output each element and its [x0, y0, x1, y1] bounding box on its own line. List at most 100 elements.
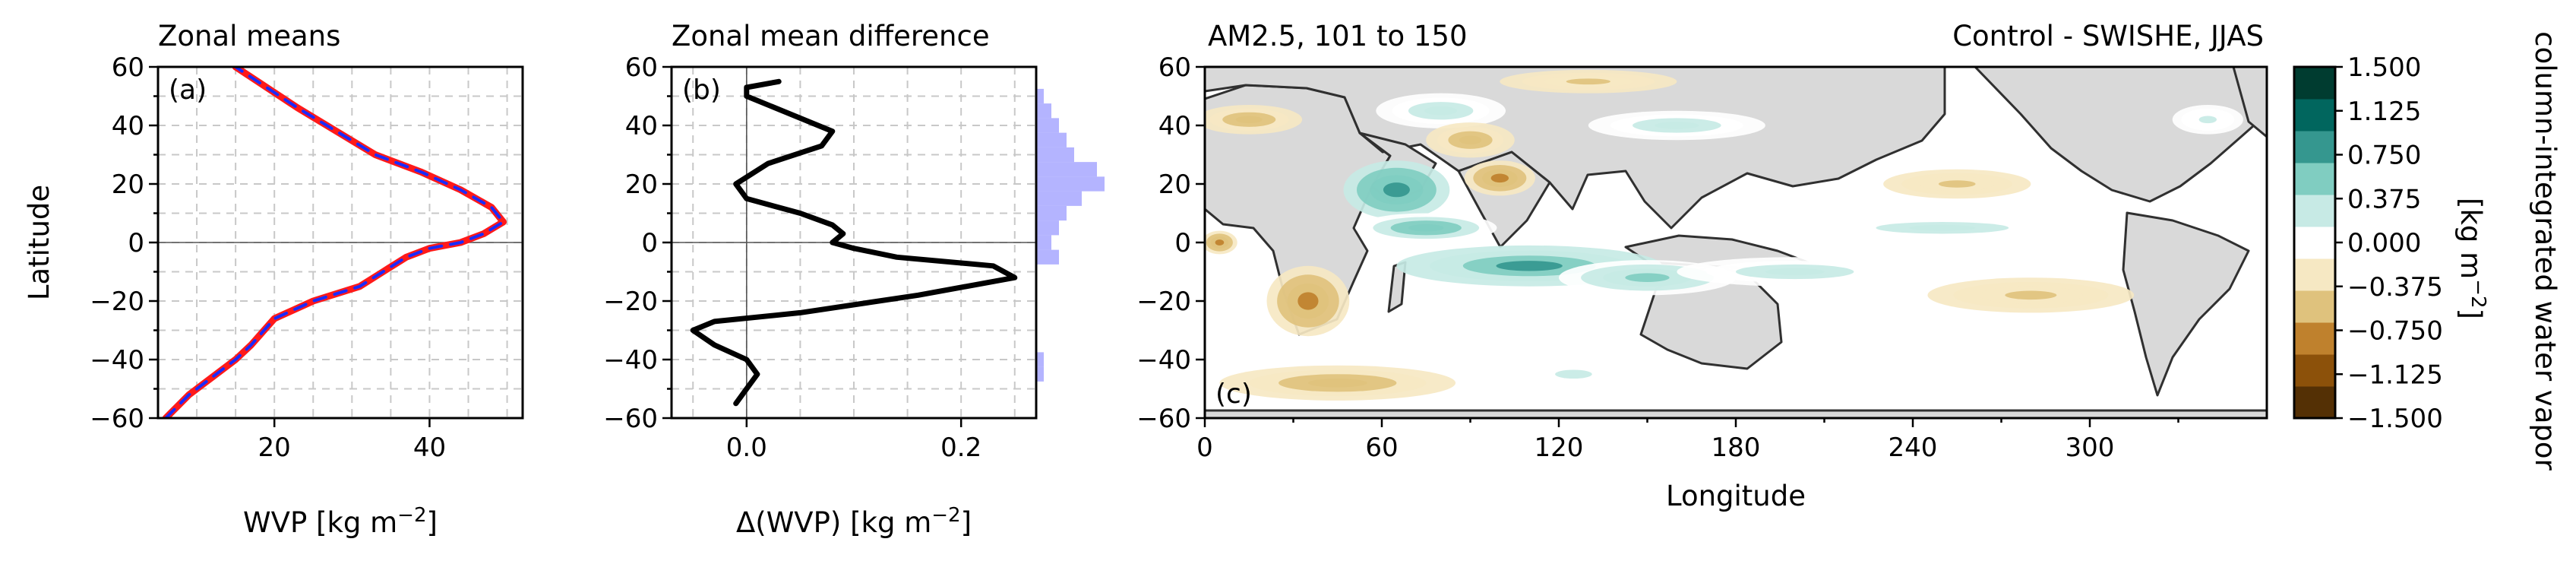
map-lon-tick-label: 60	[1365, 433, 1398, 463]
anomaly-contour	[1625, 273, 1670, 283]
colorbar-swatch	[2294, 354, 2335, 387]
series-line	[162, 67, 507, 418]
anomaly-contour	[2198, 116, 2217, 124]
histogram-bar	[1036, 220, 1059, 236]
y-tick-label: 60	[112, 52, 144, 83]
x-tick-label: 40	[413, 433, 446, 463]
panel-a-title: Zonal means	[158, 20, 340, 52]
anomaly-contour	[1909, 224, 1976, 231]
x-tick-label: 0.0	[726, 433, 767, 463]
histogram-bar	[1036, 235, 1051, 250]
x-tick-label: 0.2	[940, 433, 981, 463]
map-lat-tick-label: 20	[1158, 170, 1191, 200]
colorbar-tick-label: −1.125	[2347, 360, 2443, 390]
map-xlabel: Longitude	[1666, 480, 1806, 512]
map-lon-tick-label: 180	[1712, 433, 1761, 463]
anomaly-contour	[1408, 223, 1444, 232]
panel-c-ticks: −60 −40 −20 0 20 40 60 0 60 120 180 240 300	[1136, 52, 2179, 463]
histogram-bar	[1036, 352, 1044, 367]
colorbar-swatch	[2294, 99, 2335, 132]
panel-a-ticks: −60 −40 −20 0 20 40 60 20 40	[90, 52, 446, 463]
histogram-bar	[1036, 366, 1044, 382]
anomaly-contour	[1496, 261, 1563, 271]
y-tick-label: 0	[641, 228, 658, 258]
histogram-bar	[1036, 162, 1097, 177]
panel-b-histogram	[1036, 88, 1105, 382]
panel-c: −60 −40 −20 0 20 40 60 0 60 120 180 240 300 AM2.5, 1…	[1136, 20, 2268, 512]
map-lat-tick-label: 0	[1174, 228, 1191, 258]
map-lat-tick-label: 60	[1158, 52, 1191, 83]
colorbar-tick-label: −1.500	[2347, 404, 2443, 434]
map-lon-tick-label: 300	[2066, 433, 2115, 463]
anomaly-contour	[1938, 180, 1976, 188]
histogram-bar	[1036, 191, 1082, 206]
y-tick-label: −40	[90, 345, 144, 376]
map-lon-tick-label: 120	[1535, 433, 1584, 463]
panel-a-xlabel: WVP [kg m−2]	[243, 504, 438, 539]
panel-b-series	[690, 78, 1018, 407]
colorbar-label: column-integrated water vapor	[2529, 31, 2562, 471]
anomaly-contour	[1307, 379, 1367, 388]
landmass-antarctica	[1205, 409, 2267, 418]
y-tick-label: 0	[128, 228, 144, 258]
colorbar-swatch	[2294, 227, 2335, 259]
anomaly-contour	[1215, 239, 1225, 246]
histogram-bar	[1036, 132, 1067, 147]
landmass-south-america	[2122, 211, 2250, 397]
panel-a-series	[162, 67, 507, 418]
anomaly-contour	[1490, 173, 1509, 183]
map-lat-tick-label: 40	[1158, 111, 1191, 141]
landmass-greenland	[2232, 67, 2267, 138]
anomaly-contour	[1555, 369, 1592, 379]
panel-a: −60 −40 −20 0 20 40 60 20 40 Zonal means (a) Lat…	[23, 20, 524, 539]
map-anomaly-field	[1205, 69, 2243, 401]
colorbar-swatch	[2294, 258, 2335, 291]
anomaly-contour	[1566, 78, 1610, 85]
colorbar-tick-label: 0.375	[2347, 184, 2421, 214]
y-tick-label: −60	[603, 404, 658, 434]
colorbar-swatch	[2294, 67, 2335, 100]
colorbar-tick-label: −0.375	[2347, 272, 2443, 303]
anomaly-contour	[1655, 122, 1699, 129]
colorbar-tick-label: 1.125	[2347, 97, 2421, 127]
x-tick-label: 20	[258, 433, 291, 463]
y-tick-label: −20	[90, 287, 144, 317]
panel-a-tag: (a)	[169, 74, 207, 106]
map-lat-tick-label: −60	[1136, 404, 1191, 434]
colorbar-tick-label: 0.000	[2347, 228, 2421, 258]
colorbar-tick-label: 0.750	[2347, 141, 2421, 171]
histogram-bar	[1036, 118, 1059, 133]
histogram-bar	[1036, 103, 1051, 119]
colorbar-tick-label: −0.750	[2347, 316, 2443, 347]
anomaly-contour	[1297, 292, 1319, 310]
anomaly-contour	[1424, 106, 1458, 116]
map-lat-tick-label: −40	[1136, 345, 1191, 376]
panel-a-ylabel: Latitude	[23, 185, 55, 300]
y-tick-label: −60	[90, 404, 144, 434]
histogram-bar	[1036, 176, 1105, 192]
map-title-left: AM2.5, 101 to 150	[1208, 20, 1468, 52]
map-lat-tick-label: −20	[1136, 287, 1191, 317]
panel-b: −60 −40 −20 0 20 40 60 0.0 0.2 Zonal mean differ…	[603, 20, 1105, 539]
map-lon-tick-label: 0	[1196, 433, 1213, 463]
anomaly-contour	[1383, 182, 1410, 198]
series-line	[690, 78, 1018, 407]
colorbar: 1.500 1.125 0.750 0.375 0.000 −0.375 −0.750 −1.…	[2293, 31, 2562, 471]
anomaly-contour	[1235, 116, 1263, 124]
panel-b-ticks: −60 −40 −20 0 20 40 60 0.0 0.2	[603, 52, 981, 463]
colorbar-swatch	[2294, 195, 2335, 227]
colorbar-swatches	[2294, 67, 2335, 419]
histogram-bar	[1036, 88, 1044, 104]
colorbar-swatch	[2294, 131, 2335, 163]
colorbar-swatch	[2294, 290, 2335, 323]
colorbar-swatch	[2294, 322, 2335, 355]
colorbar-swatch	[2294, 386, 2335, 419]
map-tag: (c)	[1215, 379, 1252, 410]
colorbar-swatch	[2294, 163, 2335, 195]
y-tick-label: 20	[625, 170, 658, 200]
colorbar-ticks: 1.500 1.125 0.750 0.375 0.000 −0.375 −0.750 −1.…	[2335, 52, 2443, 434]
histogram-bar	[1036, 147, 1074, 163]
anomaly-contour	[1459, 135, 1482, 145]
colorbar-tick-label: 1.500	[2347, 52, 2421, 83]
